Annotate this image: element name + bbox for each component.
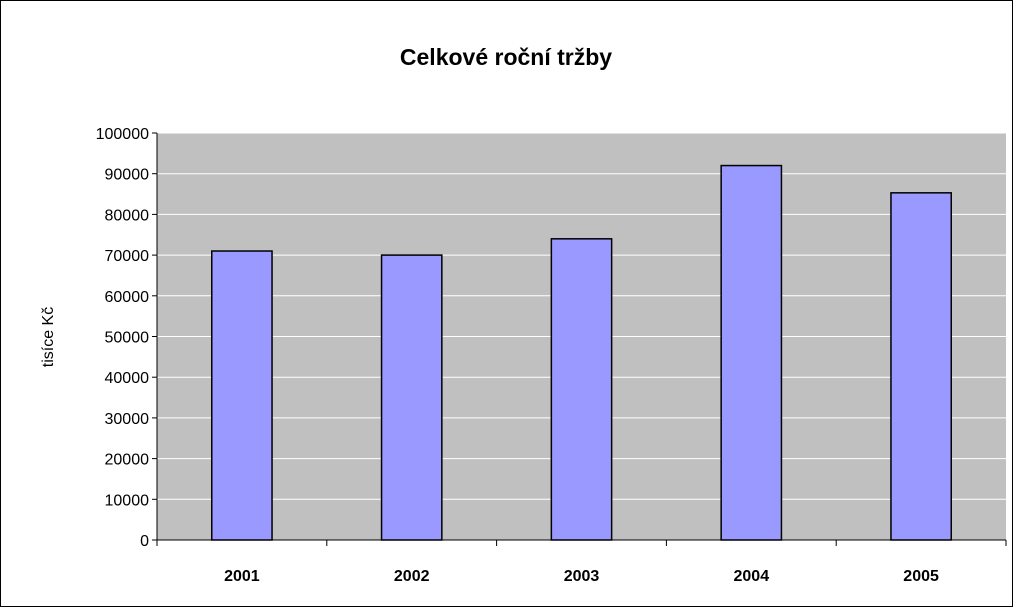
y-tick-label: 40000 [105,370,150,387]
y-tick-label: 90000 [105,167,150,184]
y-tick-label: 80000 [105,207,150,224]
y-tick-label: 100000 [96,126,149,143]
bar-2002 [380,254,443,541]
x-tick-label: 2005 [903,568,939,585]
x-tick-label: 2003 [564,568,600,585]
plot-area: 0 10000 20000 30000 40000 50000 60000 70000 8000… [96,126,1007,585]
bar-2004 [720,164,783,541]
y-axis-label: tisíce Kč [40,307,57,367]
bar-2001 [211,250,273,541]
y-tick-label: 60000 [105,289,150,306]
y-tick-label: 50000 [105,330,150,347]
y-tick-label: 70000 [105,248,150,265]
x-tick-label: 2001 [224,568,260,585]
y-tick-label: 0 [140,533,149,550]
y-tick-label: 20000 [105,452,150,469]
x-tick-label: 2002 [394,568,430,585]
chart-title: Celkové roční tržby [400,44,612,70]
y-tick-label: 10000 [105,492,150,509]
y-tick-label: 30000 [105,411,150,428]
x-tick-label: 2004 [734,568,770,585]
bar-2005 [890,192,952,541]
bar-2003 [550,238,613,541]
